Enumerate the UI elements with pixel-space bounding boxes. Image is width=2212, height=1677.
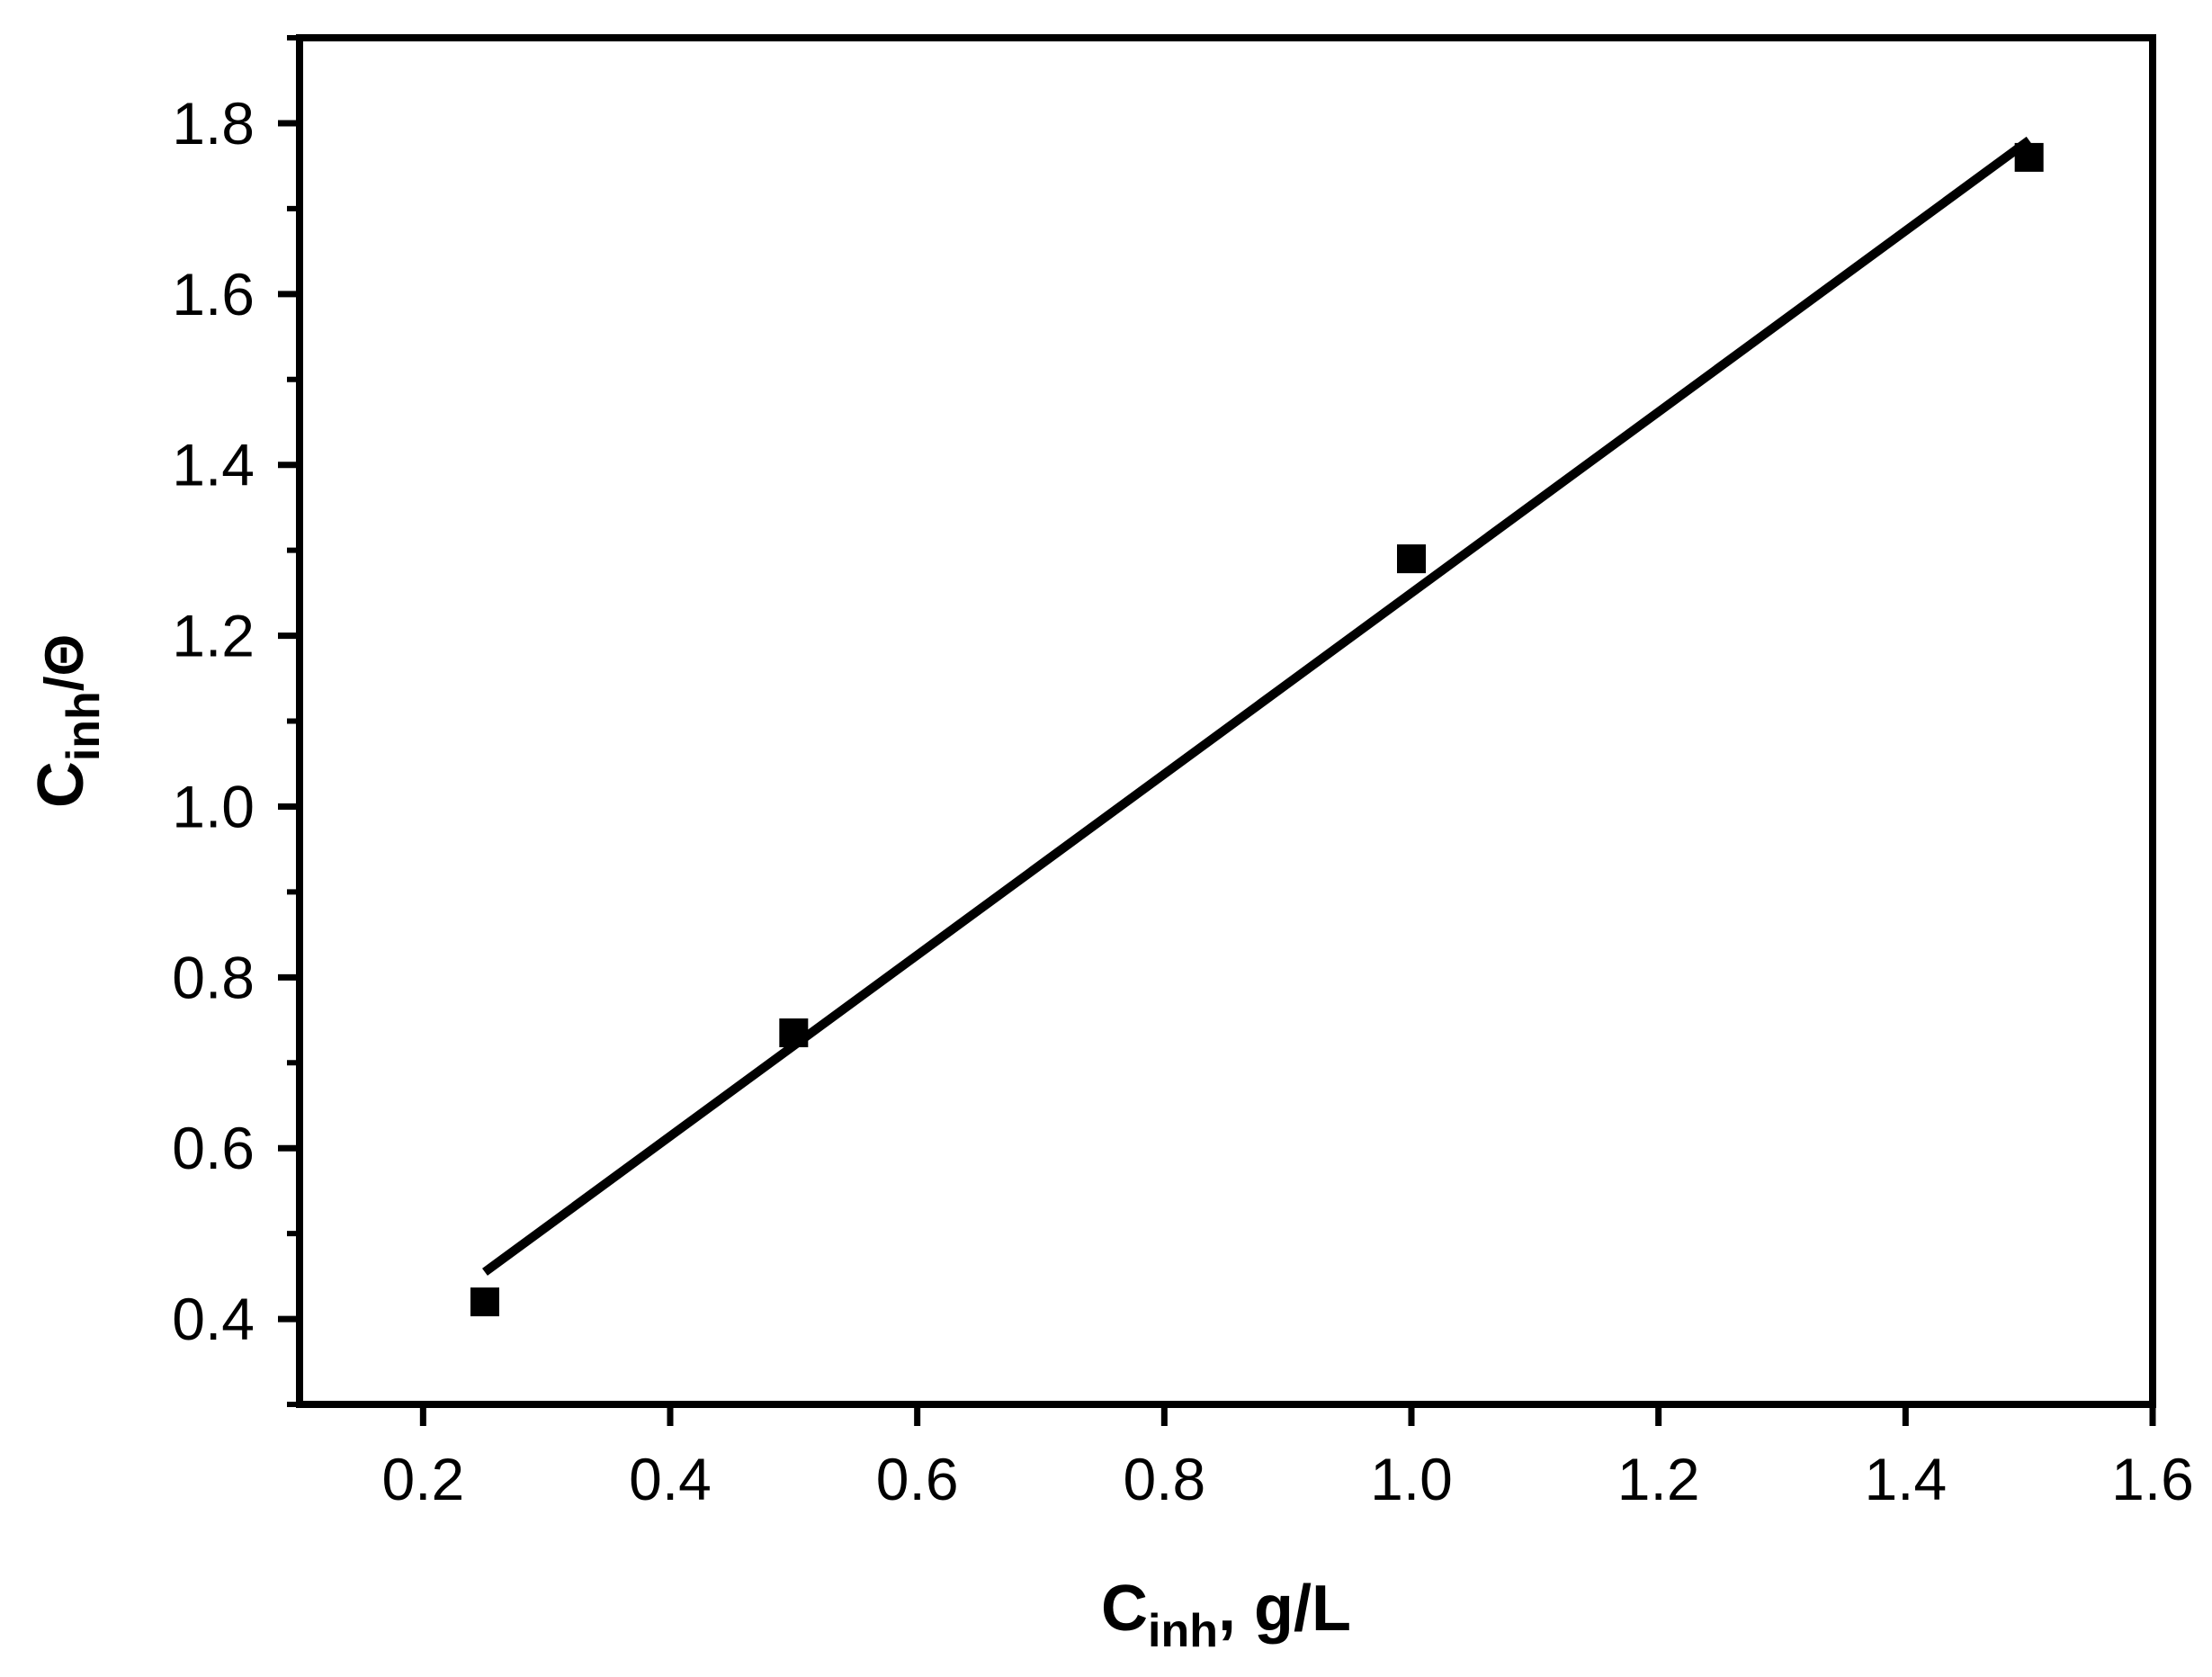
y-tick-label: 1.0 (172, 773, 255, 839)
x-axis-title-main: C (1101, 1573, 1148, 1645)
fit-line (482, 136, 2032, 1276)
y-tick-label: 1.6 (172, 261, 255, 327)
tick-labels-layer: 0.2 0.4 0.6 0.8 1.0 1.2 1.4 1.6 0.4 0.6 0.8 1.0 1.2 1… (172, 90, 2194, 1512)
x-axis-title: Cinh, g/L (1101, 1573, 1351, 1657)
plot-frame (296, 34, 2156, 1408)
y-tick-label: 0.8 (172, 944, 255, 1010)
x-tick-label: 1.2 (1617, 1446, 1700, 1512)
y-axis-title-main: C (25, 761, 97, 808)
fit-line-layer (482, 136, 2032, 1276)
y-tick-label: 1.2 (172, 603, 255, 669)
y-axis-title: Cinh/Θ (25, 634, 110, 808)
data-point (779, 1018, 809, 1048)
y-tick-label: 0.6 (172, 1115, 255, 1181)
x-tick-label: 0.4 (629, 1446, 712, 1512)
x-tick-label: 0.8 (1123, 1446, 1205, 1512)
data-points-layer (470, 142, 2044, 1317)
x-tick-label: 0.2 (381, 1446, 464, 1512)
y-tick-label: 0.4 (172, 1286, 255, 1352)
x-tick-label: 1.0 (1370, 1446, 1453, 1512)
y-axis-title-rest: /Θ (34, 634, 94, 691)
y-tick-label: 1.4 (172, 432, 255, 498)
x-axis-title-rest: , g/L (1218, 1573, 1351, 1645)
x-tick-label: 1.4 (1864, 1446, 1947, 1512)
y-axis-title-sub: inh (58, 691, 110, 761)
y-tick-label: 1.8 (172, 90, 255, 157)
data-point (2014, 142, 2044, 172)
data-point (1397, 544, 1426, 574)
x-tick-label: 0.6 (876, 1446, 959, 1512)
data-point (470, 1287, 499, 1317)
x-tick-label: 1.6 (2111, 1446, 2194, 1512)
x-axis-title-sub: inh (1148, 1605, 1218, 1657)
